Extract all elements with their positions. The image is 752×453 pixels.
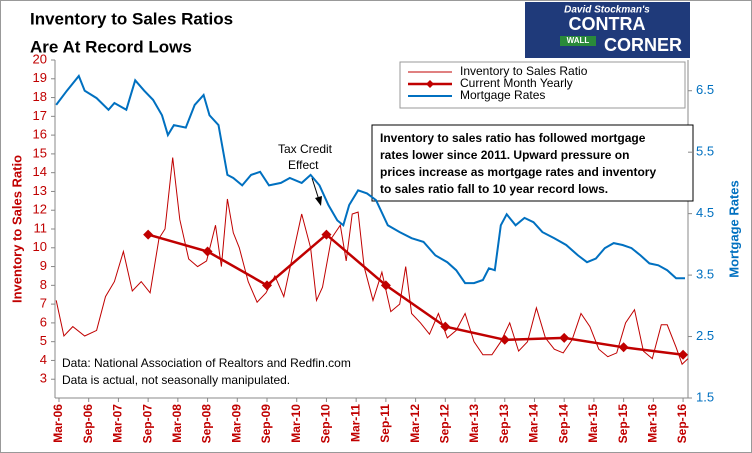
arrow-head <box>315 196 322 206</box>
y-axis-label: Inventory to Sales Ratio <box>9 155 24 303</box>
x-tick-label: Mar-11 <box>348 404 362 442</box>
annotation-text: to sales ratio fall to 10 year record lo… <box>380 182 608 196</box>
legend-label: Mortgage Rates <box>460 88 545 102</box>
x-tick-label: Mar-07 <box>111 404 125 443</box>
x-tick-label: Mar-09 <box>229 404 243 443</box>
x-tick-label: Mar-14 <box>527 404 541 443</box>
y-tick-label: 13 <box>33 183 47 198</box>
x-tick-label: Mar-12 <box>408 404 422 443</box>
y-tick-label: 11 <box>34 220 48 235</box>
x-tick-label: Mar-08 <box>170 404 184 443</box>
legend-label: Current Month Yearly <box>460 76 573 90</box>
source-note: Data is actual, not seasonally manipulat… <box>62 373 290 387</box>
y2-tick-label: 5.5 <box>696 144 714 159</box>
x-tick-label: Mar-13 <box>467 404 481 443</box>
point-marker <box>143 229 154 240</box>
y-tick-label: 3 <box>40 371 47 386</box>
y-tick-label: 9 <box>40 258 47 273</box>
point-marker <box>559 332 570 343</box>
point-marker <box>440 321 451 332</box>
point-marker <box>499 334 510 345</box>
y-tick-label: 5 <box>40 333 47 348</box>
y2-tick-label: 2.5 <box>696 328 714 343</box>
source-note: Data: National Association of Realtors a… <box>62 356 351 370</box>
y-tick-label: 18 <box>33 89 47 104</box>
x-tick-label: Mar-06 <box>51 404 65 443</box>
y-tick-label: 16 <box>33 127 47 142</box>
x-tick-label: Sep-13 <box>497 404 511 444</box>
logo-text: David Stockman's <box>564 5 650 16</box>
y-tick-label: 10 <box>33 239 47 254</box>
chart-title: Inventory to Sales Ratios <box>30 9 233 28</box>
x-tick-label: Sep-09 <box>259 404 273 444</box>
series-line <box>55 74 685 285</box>
logo-text: WALL <box>567 36 590 45</box>
x-tick-label: Sep-10 <box>319 404 333 444</box>
y2-tick-label: 4.5 <box>696 205 714 220</box>
logo-sign <box>560 36 596 46</box>
annotation-frame <box>371 124 694 202</box>
y-tick-label: 19 <box>33 70 47 85</box>
y-tick-label: 12 <box>33 202 47 217</box>
y-tick-label: 7 <box>40 296 47 311</box>
y2-tick-label: 3.5 <box>696 267 714 282</box>
point-marker <box>678 349 689 360</box>
chart-title: Are At Record Lows <box>30 37 192 56</box>
logo-text: CONTRA <box>569 14 646 34</box>
series-line <box>147 232 684 357</box>
y-tick-label: 6 <box>40 314 47 329</box>
y2-tick-label: 1.5 <box>696 389 714 404</box>
x-tick-label: Sep-16 <box>675 404 689 444</box>
x-tick-label: Sep-06 <box>81 404 95 444</box>
annotation-text: rates lower since 2011. Upward pressure … <box>380 148 629 162</box>
arrow <box>311 177 320 201</box>
x-tick-label: Sep-12 <box>437 404 451 444</box>
x-tick-label: Sep-14 <box>556 404 570 444</box>
x-tick-label: Sep-11 <box>378 404 392 443</box>
legend-marker <box>426 80 434 88</box>
y-tick-label: 20 <box>33 51 47 66</box>
arrow-annotation: Effect <box>288 158 319 172</box>
logo: David Stockman's CONTRA WALL CORNER <box>525 2 690 58</box>
x-tick-label: Sep-15 <box>616 404 630 444</box>
x-tick-label: Sep-08 <box>200 404 214 444</box>
x-tick-label: Mar-10 <box>289 404 303 443</box>
point-marker <box>202 246 213 257</box>
y-tick-label: 15 <box>33 145 47 160</box>
x-tick-label: Mar-15 <box>586 404 600 443</box>
y-tick-label: 14 <box>33 164 47 179</box>
y-tick-label: 8 <box>40 277 47 292</box>
point-marker <box>262 280 273 291</box>
annotation-text: prices increase as mortgage rates and in… <box>380 165 656 179</box>
y2-tick-label: 6.5 <box>696 82 714 97</box>
annotation-text: Inventory to sales ratio has followed mo… <box>380 131 646 145</box>
point-marker <box>380 280 391 291</box>
x-tick-label: Sep-07 <box>140 404 154 444</box>
x-tick-label: Mar-16 <box>646 404 660 443</box>
y2-axis-label: Mortgage Rates <box>726 180 741 278</box>
arrow-annotation: Tax Credit <box>278 142 333 156</box>
point-marker <box>618 342 629 353</box>
annotation-box: Inventory to sales ratio has followed mo… <box>371 124 694 202</box>
logo-text: CORNER <box>604 35 682 55</box>
y-tick-label: 17 <box>33 108 47 123</box>
legend-label: Inventory to Sales Ratio <box>460 64 588 78</box>
y-tick-label: 4 <box>40 352 47 367</box>
logo-background <box>525 2 690 58</box>
point-marker <box>321 229 332 240</box>
